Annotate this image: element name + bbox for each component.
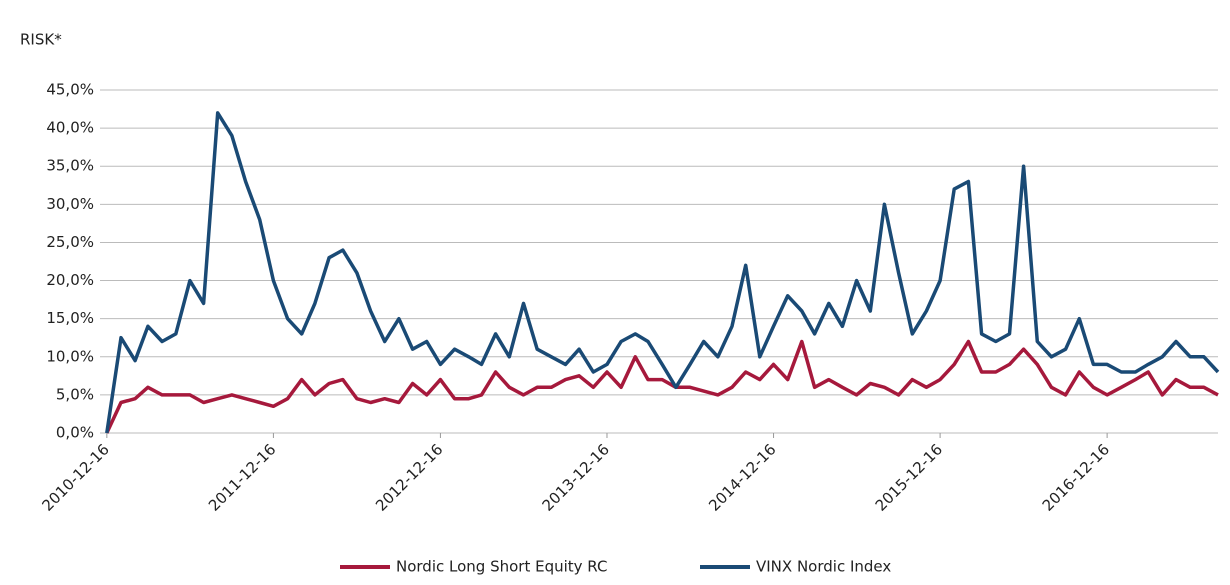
- y-tick-label: 5,0%: [56, 385, 94, 403]
- y-tick-label: 10,0%: [46, 347, 94, 365]
- x-tick-label: 2012-12-16: [372, 440, 446, 514]
- y-axis-label: RISK*: [20, 31, 62, 49]
- y-tick-label: 45,0%: [46, 81, 94, 99]
- x-tick-label: 2011-12-16: [205, 440, 279, 514]
- x-tick-label: 2015-12-16: [872, 440, 946, 514]
- x-tick-label: 2010-12-16: [38, 440, 112, 514]
- x-tick-label: 2014-12-16: [705, 440, 779, 514]
- x-tick-label: 2013-12-16: [539, 440, 613, 514]
- legend-label: VINX Nordic Index: [756, 558, 891, 576]
- y-tick-label: 35,0%: [46, 157, 94, 175]
- x-tick-label: 2016-12-16: [1039, 440, 1113, 514]
- y-tick-label: 30,0%: [46, 195, 94, 213]
- legend-label: Nordic Long Short Equity RC: [396, 558, 607, 576]
- series-line: [105, 339, 1219, 434]
- y-tick-label: 40,0%: [46, 119, 94, 137]
- y-tick-label: 15,0%: [46, 309, 94, 327]
- y-tick-label: 25,0%: [46, 233, 94, 251]
- y-tick-label: 20,0%: [46, 271, 94, 289]
- series-line: [105, 111, 1220, 434]
- y-tick-label: 0,0%: [56, 424, 94, 442]
